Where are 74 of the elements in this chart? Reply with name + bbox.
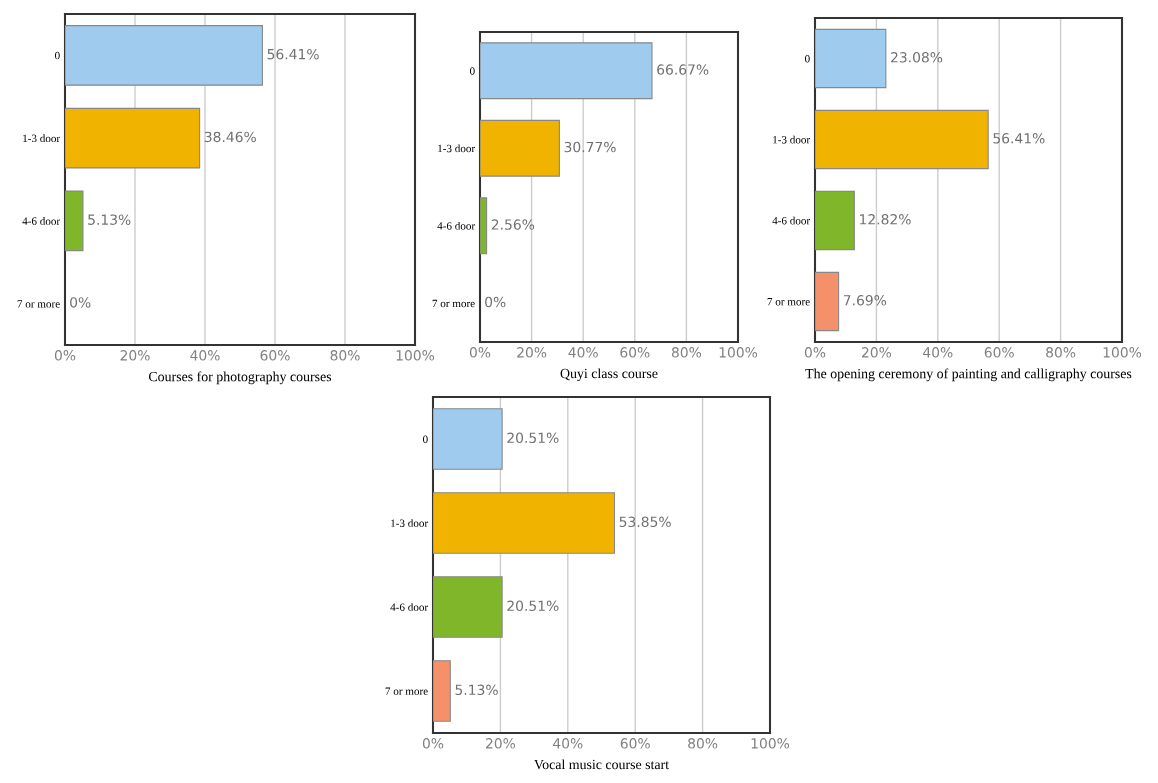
bar (815, 271, 840, 332)
bar (480, 197, 488, 255)
x-tick-label: 100% (719, 347, 758, 358)
y-tick-label: 4-6 door (22, 217, 61, 225)
x-tick-label: 40% (553, 738, 583, 749)
data-label: 38.46% (204, 131, 256, 143)
bar (433, 660, 451, 722)
x-tick-label: 100% (1103, 347, 1142, 358)
bar (815, 109, 989, 170)
y-tick-label: 4-6 door (437, 221, 476, 230)
x-tick-label: 40% (923, 347, 953, 358)
data-label: 2.56% (491, 219, 535, 230)
x-tick-label: 80% (330, 350, 360, 361)
x-tick-label: 0% (422, 738, 444, 749)
bar (433, 492, 616, 554)
bar (65, 25, 263, 86)
data-label: 5.13% (455, 684, 498, 696)
y-tick-label: 7 or more (432, 299, 475, 308)
text: The opening ceremony of painting and calligraphy courses (805, 368, 1132, 382)
data-label: 5.13% (88, 214, 131, 225)
x-tick-label: 20% (485, 738, 516, 749)
text: Quyi class course (560, 368, 658, 382)
y-tick-label: 7 or more (17, 300, 60, 308)
data-label: 12.82% (860, 214, 911, 225)
x-tick-label: 20% (120, 350, 150, 361)
x-tick-label: 60% (620, 347, 650, 358)
x-tick-label: 20% (861, 347, 892, 358)
data-label: 23.08% (891, 52, 943, 63)
data-label: 0% (485, 296, 506, 308)
bar (480, 42, 653, 100)
data-label: 20.51% (507, 600, 559, 612)
data-label: 53.85% (619, 516, 671, 528)
x-tick-label: 20% (517, 347, 547, 358)
y-tick-label: 7 or more (767, 298, 810, 306)
bar (815, 190, 855, 251)
x-tick-label: 100% (751, 738, 790, 749)
y-tick-label: 4-6 door (772, 216, 811, 225)
x-tick-label: 80% (688, 738, 718, 749)
data-label: 20.51% (507, 432, 559, 444)
bar (433, 576, 503, 638)
x-tick-label: 40% (568, 347, 598, 358)
y-tick-label: 0 (805, 54, 810, 63)
y-tick-label: 0 (55, 51, 60, 60)
data-label: 56.41% (993, 133, 1045, 144)
data-label: 0% (70, 297, 91, 308)
y-tick-label: 0 (423, 435, 428, 443)
x-tick-label: 60% (984, 347, 1014, 358)
x-tick-label: 0% (804, 347, 826, 358)
y-tick-label: 0 (470, 67, 475, 75)
x-tick-label: 0% (469, 347, 491, 358)
y-tick-label: 4-6 door (390, 603, 429, 611)
x-tick-label: 80% (671, 347, 702, 358)
data-label: 7.69% (843, 295, 887, 306)
y-tick-label: 1-3 door (391, 519, 429, 527)
bar (65, 190, 84, 252)
text: Vocal music course start (534, 759, 669, 770)
x-tick-label: 100% (396, 350, 435, 361)
bar (815, 28, 887, 89)
data-label: 56.41% (267, 48, 319, 60)
x-tick-label: 60% (260, 350, 290, 361)
bar (433, 408, 503, 470)
x-tick-label: 40% (190, 350, 220, 361)
bar (480, 119, 560, 177)
y-tick-label: 1-3 door (773, 135, 811, 144)
x-tick-label: 80% (1046, 347, 1076, 358)
y-tick-label: 1-3 door (23, 134, 61, 143)
text: Courses for photography courses (148, 371, 332, 385)
data-label: 66.67% (657, 64, 709, 75)
bar (65, 107, 201, 169)
data-label: 30.77% (564, 141, 616, 153)
y-tick-label: 1-3 door (438, 144, 476, 153)
x-tick-label: 0% (54, 350, 76, 361)
x-tick-label: 60% (620, 738, 650, 749)
y-tick-label: 7 or more (385, 687, 428, 695)
